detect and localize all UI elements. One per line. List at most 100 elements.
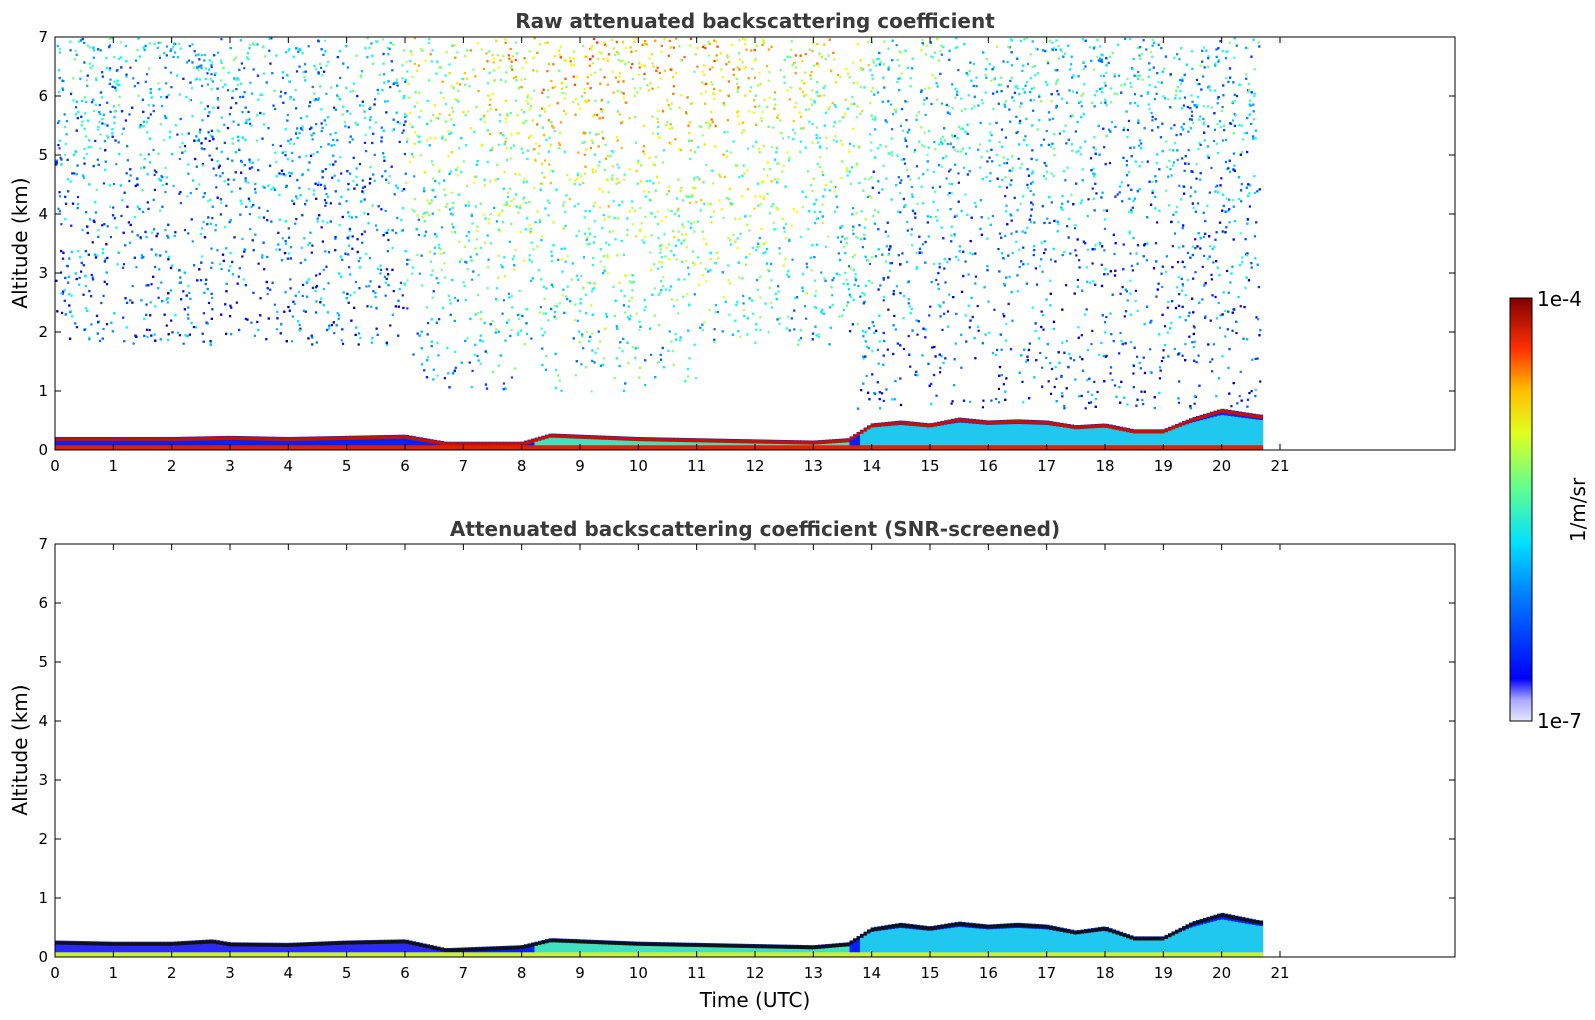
backscatter-cell [1191, 67, 1194, 70]
backscatter-cell [437, 117, 440, 120]
backscatter-cell [149, 445, 154, 450]
backscatter-cell [450, 212, 453, 215]
backscatter-cell [1078, 395, 1081, 398]
backscatter-cell [170, 319, 173, 322]
backscatter-cell [352, 445, 357, 450]
backscatter-cell [456, 51, 459, 54]
backscatter-cell [227, 183, 230, 186]
backscatter-cell [203, 59, 206, 62]
backscatter-cell [566, 285, 569, 288]
backscatter-cell [1080, 445, 1085, 450]
backscatter-cell [895, 421, 900, 426]
backscatter-cell [268, 436, 273, 450]
backscatter-cell [450, 442, 455, 446]
backscatter-cell [1210, 412, 1215, 416]
backscatter-cell [1022, 401, 1025, 404]
backscatter-cell [121, 437, 126, 450]
backscatter-cell [815, 133, 818, 137]
backscatter-cell [822, 94, 826, 97]
backscatter-cell [851, 228, 854, 232]
backscatter-cell [576, 436, 581, 450]
backscatter-cell [1252, 414, 1257, 418]
backscatter-cell [677, 230, 680, 233]
backscatter-cell [938, 143, 941, 146]
backscatter-cell [960, 97, 963, 100]
backscatter-cell [681, 439, 686, 450]
backscatter-cell [580, 363, 583, 366]
backscatter-cell [648, 57, 651, 60]
backscatter-cell [975, 85, 978, 88]
backscatter-cell [940, 425, 945, 450]
backscatter-cell [625, 437, 630, 441]
backscatter-cell [741, 439, 746, 444]
backscatter-cell [406, 258, 409, 261]
backscatter-cell [1191, 341, 1194, 344]
backscatter-cell [1134, 289, 1138, 292]
backscatter-cell [1038, 265, 1042, 268]
backscatter-cell [674, 438, 679, 442]
backscatter-cell [633, 209, 637, 212]
backscatter-cell [1233, 164, 1236, 167]
backscatter-cell [566, 436, 571, 450]
backscatter-cell [463, 71, 466, 75]
backscatter-cell [943, 139, 946, 142]
backscatter-cell [1003, 424, 1008, 450]
backscatter-cell [153, 188, 157, 192]
backscatter-cell [317, 181, 320, 184]
backscatter-cell [790, 445, 795, 450]
backscatter-cell [1227, 445, 1232, 450]
backscatter-cell [216, 97, 219, 100]
backscatter-cell [76, 195, 80, 199]
backscatter-cell [504, 140, 507, 143]
backscatter-cell [674, 333, 677, 336]
backscatter-cell [1054, 48, 1058, 51]
backscatter-cell [401, 189, 404, 193]
backscatter-cell [1098, 241, 1102, 245]
backscatter-cell [748, 439, 753, 444]
backscatter-cell [1094, 427, 1099, 450]
backscatter-cell [1108, 55, 1112, 58]
backscatter-cell [813, 210, 816, 214]
backscatter-cell [707, 202, 710, 205]
backscatter-cell [438, 209, 441, 212]
backscatter-cell [450, 85, 453, 88]
backscatter-cell [59, 271, 63, 274]
backscatter-cell [672, 350, 675, 353]
backscatter-cell [422, 445, 427, 450]
backscatter-cell [340, 172, 343, 175]
backscatter-cell [90, 146, 93, 149]
backscatter-cell [529, 97, 533, 101]
backscatter-cell [416, 101, 419, 104]
backscatter-cell [811, 441, 816, 445]
backscatter-cell [412, 436, 417, 441]
backscatter-cell [919, 426, 924, 450]
backscatter-cell [514, 248, 517, 252]
backscatter-cell [307, 436, 312, 450]
backscatter-cell [821, 440, 826, 445]
backscatter-cell [261, 256, 264, 259]
backscatter-cell [527, 440, 532, 444]
backscatter-cell [320, 130, 323, 133]
backscatter-cell [756, 288, 759, 291]
backscatter-cell [594, 437, 599, 450]
backscatter-cell [435, 116, 438, 120]
backscatter-cell [1073, 445, 1078, 450]
backscatter-cell [1209, 245, 1212, 248]
backscatter-cell [1093, 380, 1096, 383]
backscatter-cell [874, 445, 879, 450]
backscatter-cell [799, 236, 802, 239]
backscatter-cell [767, 331, 770, 334]
backscatter-cell [1245, 418, 1250, 450]
backscatter-cell [642, 145, 646, 148]
backscatter-cell [688, 303, 691, 306]
backscatter-cell [825, 136, 828, 139]
backscatter-cell [75, 326, 79, 329]
backscatter-cell [814, 221, 817, 225]
backscatter-cell [1006, 85, 1009, 88]
backscatter-cell [356, 445, 361, 450]
backscatter-cell [555, 436, 560, 450]
backscatter-cell [856, 81, 859, 84]
backscatter-cell [611, 445, 616, 450]
backscatter-cell [65, 119, 69, 123]
backscatter-cell [972, 419, 977, 424]
